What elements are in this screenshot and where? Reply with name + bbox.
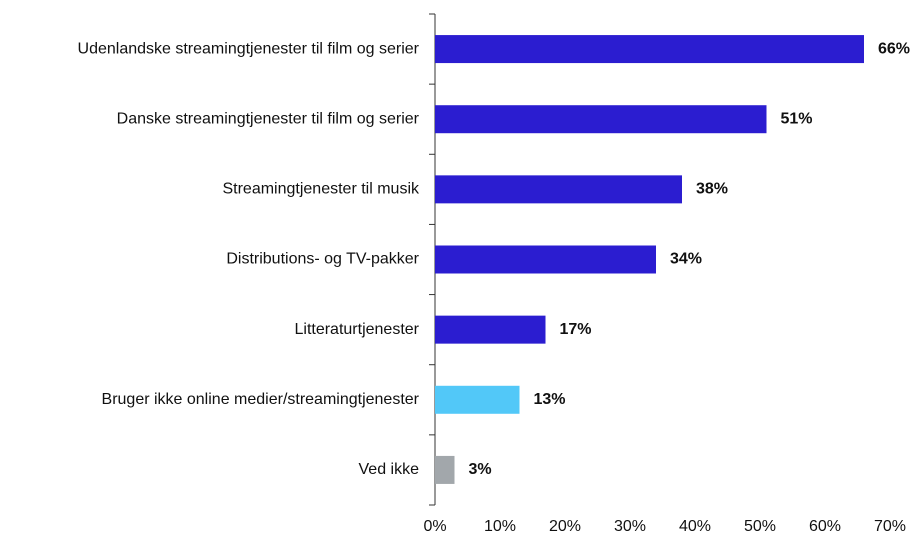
bar [435, 315, 546, 344]
value-label: 34% [670, 251, 702, 268]
x-tick-label: 40% [679, 518, 711, 535]
value-label: 3% [469, 461, 492, 478]
y-tick-label: Litteraturtjenester [294, 321, 419, 338]
bar [435, 35, 864, 64]
value-label: 17% [560, 321, 592, 338]
x-tick-label: 0% [423, 518, 446, 535]
y-tick-label: Bruger ikke online medier/streamingtjene… [102, 391, 420, 408]
x-tick-label: 70% [874, 518, 906, 535]
value-label: 13% [534, 391, 566, 408]
x-tick-label: 60% [809, 518, 841, 535]
x-tick-label: 20% [549, 518, 581, 535]
value-label: 38% [696, 181, 728, 198]
value-label: 66% [878, 40, 910, 57]
y-tick-label: Distributions- og TV-pakker [226, 251, 419, 268]
x-tick-label: 30% [614, 518, 646, 535]
bar [435, 455, 455, 484]
y-tick-label: Streamingtjenester til musik [222, 181, 420, 198]
y-tick-label: Udenlandske streamingtjenester til film … [78, 40, 420, 57]
x-tick-label: 10% [484, 518, 516, 535]
bar [435, 105, 767, 134]
y-tick-label: Danske streamingtjenester til film og se… [117, 110, 420, 127]
bar [435, 245, 656, 274]
bar [435, 175, 682, 204]
bar [435, 385, 520, 414]
y-tick-label: Ved ikke [359, 461, 420, 478]
value-label: 51% [781, 110, 813, 127]
x-tick-label: 50% [744, 518, 776, 535]
